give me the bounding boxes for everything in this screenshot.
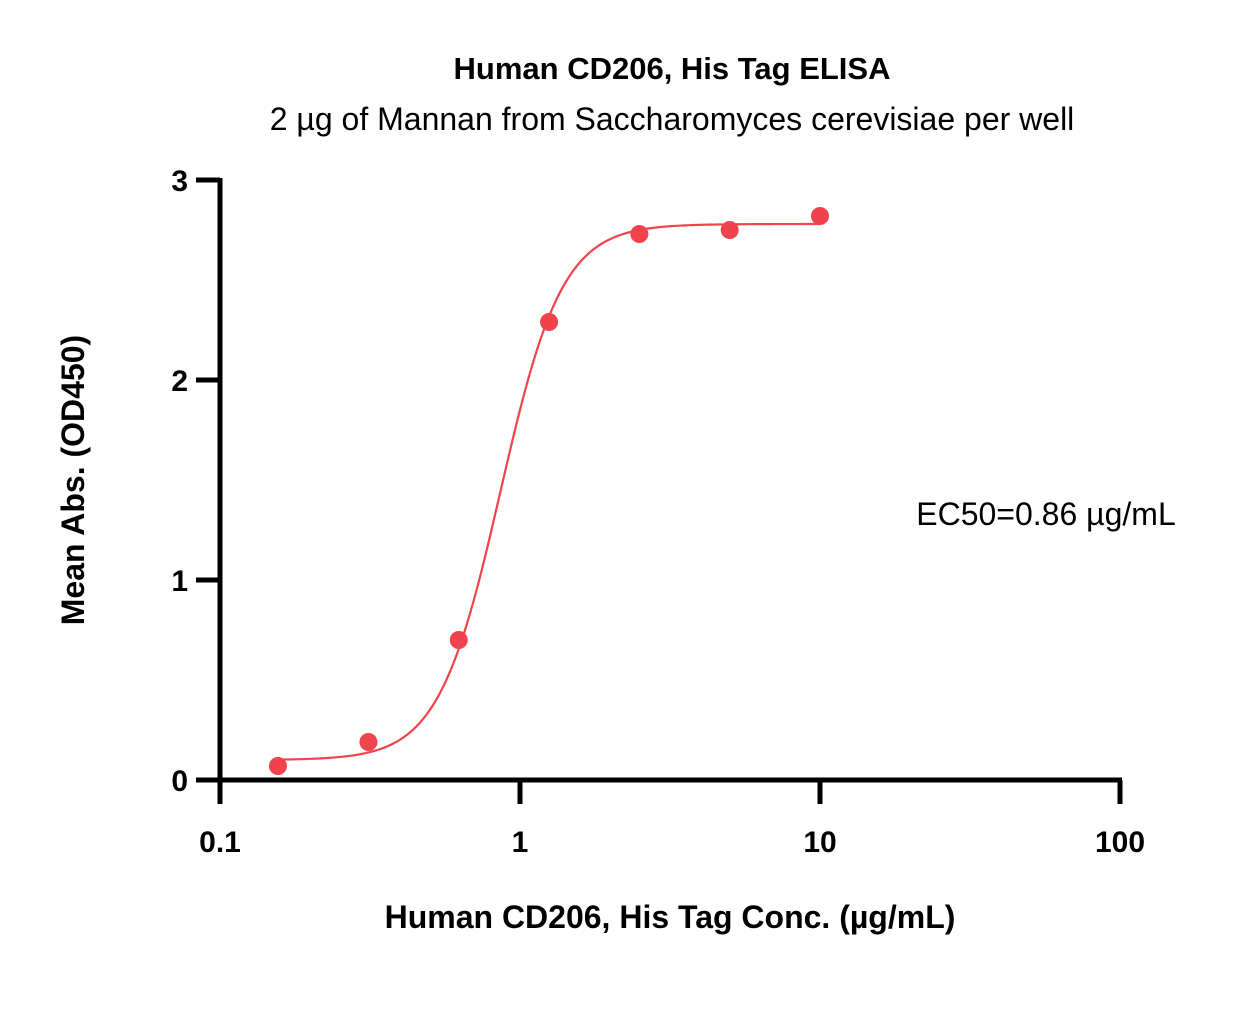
ec50-annotation: EC50=0.86 µg/mL <box>916 496 1175 532</box>
data-point <box>268 757 287 775</box>
data-point <box>630 225 649 243</box>
x-ticks: 0.1 1 10 100 <box>199 780 1145 859</box>
data-point <box>540 313 559 331</box>
x-axis-label: Human CD206, His Tag Conc. (µg/mL) <box>385 899 956 935</box>
y-tick-label: 3 <box>171 165 188 198</box>
chart-subtitle: 2 µg of Mannan from Saccharomyces cerevi… <box>270 101 1075 137</box>
data-point <box>811 207 829 225</box>
y-tick-label: 2 <box>171 365 188 398</box>
chart-title: Human CD206, His Tag ELISA <box>454 51 891 86</box>
x-tick-label: 1 <box>512 826 529 859</box>
y-tick-label: 0 <box>171 765 188 798</box>
data-points <box>268 207 829 775</box>
x-tick-label: 10 <box>803 826 836 859</box>
data-point <box>720 221 739 239</box>
y-tick-label: 1 <box>171 565 188 598</box>
fit-curve <box>277 222 820 761</box>
y-axis-label: Mean Abs. (OD450) <box>55 335 91 625</box>
x-tick-label: 100 <box>1095 826 1145 859</box>
plot-area: 0 1 2 3 0.1 1 10 100 <box>171 165 1145 859</box>
x-tick-label: 0.1 <box>199 826 241 859</box>
y-ticks: 0 1 2 3 <box>171 165 220 798</box>
data-point <box>359 733 378 751</box>
data-point <box>449 631 468 649</box>
